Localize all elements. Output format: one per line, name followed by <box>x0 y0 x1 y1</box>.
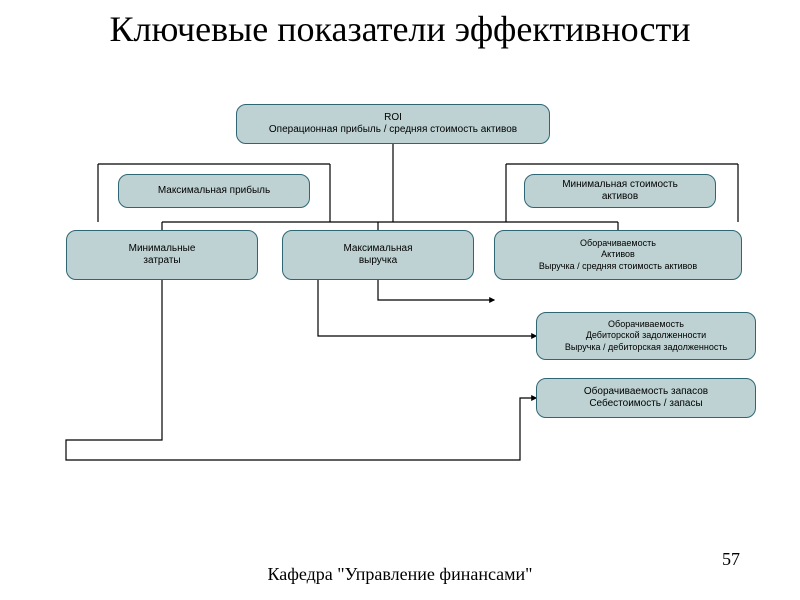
node-inventory-turnover-line1: Оборачиваемость запасов <box>584 386 708 399</box>
node-min-costs: Минимальные затраты <box>66 230 258 280</box>
node-min-assets: Минимальная стоимость активов <box>524 174 716 208</box>
node-roi-line2: Операционная прибыль / средняя стоимость… <box>269 124 517 137</box>
node-receivables-turnover-line3: Выручка / дебиторская задолженность <box>565 342 727 353</box>
footer-text: Кафедра "Управление финансами" <box>0 565 800 585</box>
node-max-revenue-line2: выручка <box>359 255 397 268</box>
node-receivables-turnover-line1: Оборачиваемость <box>608 319 684 330</box>
node-min-costs-line2: затраты <box>143 255 180 268</box>
node-roi-line1: ROI <box>384 112 402 125</box>
node-receivables-turnover-line2: Дебиторской задолженности <box>586 330 706 341</box>
node-min-assets-line2: активов <box>602 191 638 204</box>
node-asset-turnover-line3: Выручка / средняя стоимость активов <box>539 261 697 272</box>
node-max-profit-line1: Максимальная прибыль <box>158 185 270 198</box>
slide-title: Ключевые показатели эффективности <box>0 10 800 50</box>
node-asset-turnover-line2: Активов <box>601 249 635 260</box>
page-number: 57 <box>722 549 740 570</box>
connector-layer <box>0 0 800 600</box>
node-asset-turnover: Оборачиваемость Активов Выручка / средня… <box>494 230 742 280</box>
node-min-costs-line1: Минимальные <box>129 243 196 256</box>
node-inventory-turnover: Оборачиваемость запасов Себестоимость / … <box>536 378 756 418</box>
node-max-revenue-line1: Максимальная <box>343 243 412 256</box>
node-max-profit: Максимальная прибыль <box>118 174 310 208</box>
node-min-assets-line1: Минимальная стоимость <box>562 179 678 192</box>
node-roi: ROI Операционная прибыль / средняя стоим… <box>236 104 550 144</box>
node-receivables-turnover: Оборачиваемость Дебиторской задолженност… <box>536 312 756 360</box>
node-asset-turnover-line1: Оборачиваемость <box>580 238 656 249</box>
slide: Ключевые показатели эффективности <box>0 0 800 600</box>
node-inventory-turnover-line2: Себестоимость / запасы <box>589 398 702 411</box>
node-max-revenue: Максимальная выручка <box>282 230 474 280</box>
